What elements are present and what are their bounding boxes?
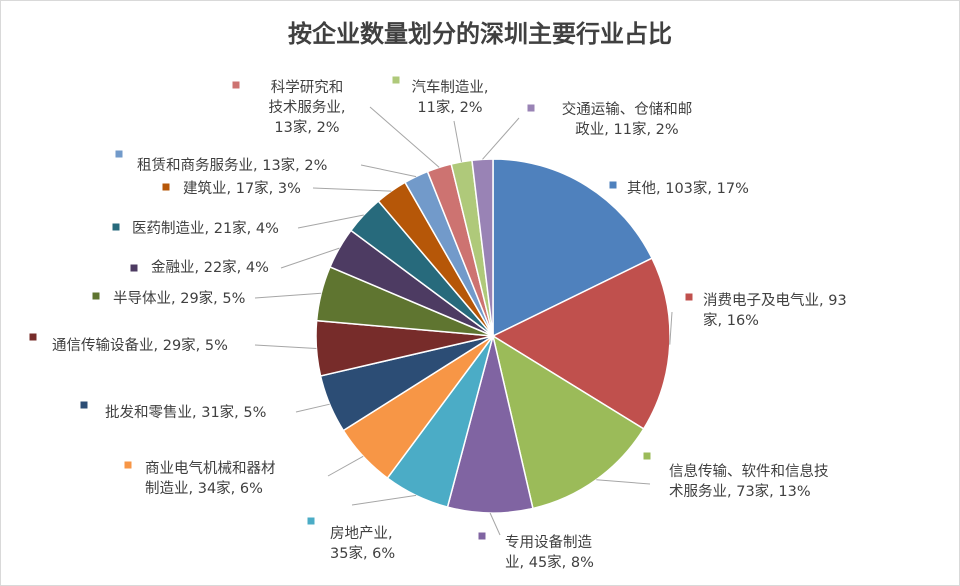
legend-marker: [124, 461, 132, 469]
leader-line: [453, 120, 462, 162]
data-label: 其他, 103家, 17%: [627, 180, 749, 197]
leader-line: [327, 455, 364, 477]
chart-title: 按企业数量划分的深圳主要行业占比: [288, 20, 672, 48]
legend-marker: [115, 150, 123, 158]
data-label: 金融业, 22家, 4%: [151, 259, 269, 276]
legend-marker: [609, 181, 617, 189]
leader-line: [254, 292, 322, 299]
data-label: 汽车制造业, 11家, 2%: [411, 79, 488, 116]
leader-line: [297, 214, 364, 229]
data-label: 交通运输、仓储和邮政业, 11家, 2%: [562, 100, 693, 138]
pie-slice: [491, 334, 645, 510]
leader-line: [280, 247, 340, 269]
data-label: 专用设备制造业, 45家, 8%: [505, 534, 594, 571]
leader-line: [360, 164, 417, 178]
legend-marker: [80, 401, 88, 409]
data-label: 租赁和商务服务业, 13家, 2%: [137, 157, 327, 174]
data-label: 商业电气机械和器材制造业, 34家, 6%: [145, 460, 276, 497]
leader-line: [482, 117, 520, 160]
leader-line: [489, 512, 501, 536]
leader-line: [254, 344, 317, 349]
data-label: 半导体业, 29家, 5%: [113, 290, 245, 307]
data-label: 医药制造业, 21家, 4%: [132, 220, 279, 237]
legend-marker: [92, 292, 100, 300]
leader-line: [369, 106, 440, 168]
legend-marker: [392, 76, 400, 84]
data-label: 批发和零售业, 31家, 5%: [105, 404, 266, 421]
legend-marker: [307, 517, 315, 525]
leader-line: [295, 403, 330, 413]
legend-marker: [478, 532, 486, 540]
data-label: 消费电子及电气业, 93 家, 16%: [703, 292, 847, 329]
legend-marker: [527, 104, 535, 112]
data-label: 建筑业, 17家, 3%: [183, 180, 301, 197]
legend-marker: [685, 293, 693, 301]
legend-marker: [643, 452, 651, 460]
legend-marker: [29, 333, 37, 341]
data-label: 信息传输、软件和信息技术服务业, 73家, 13%: [669, 463, 829, 500]
leader-line: [312, 187, 392, 192]
leader-line: [596, 479, 651, 485]
leader-line: [351, 494, 417, 506]
leader-line: [669, 311, 673, 345]
pie-slice: [471, 158, 494, 337]
data-label: 通信传输设备业, 29家, 5%: [52, 337, 228, 354]
legend-marker: [130, 264, 138, 272]
data-label: 房地产业, 35家, 6%: [330, 525, 395, 562]
pie-slice: [492, 158, 653, 338]
legend-marker: [112, 223, 120, 231]
legend-marker: [162, 183, 170, 191]
legend-marker: [232, 81, 240, 89]
data-label: 科学研究和技术服务业, 13家, 2%: [268, 79, 345, 136]
pie-slice: [491, 257, 671, 430]
